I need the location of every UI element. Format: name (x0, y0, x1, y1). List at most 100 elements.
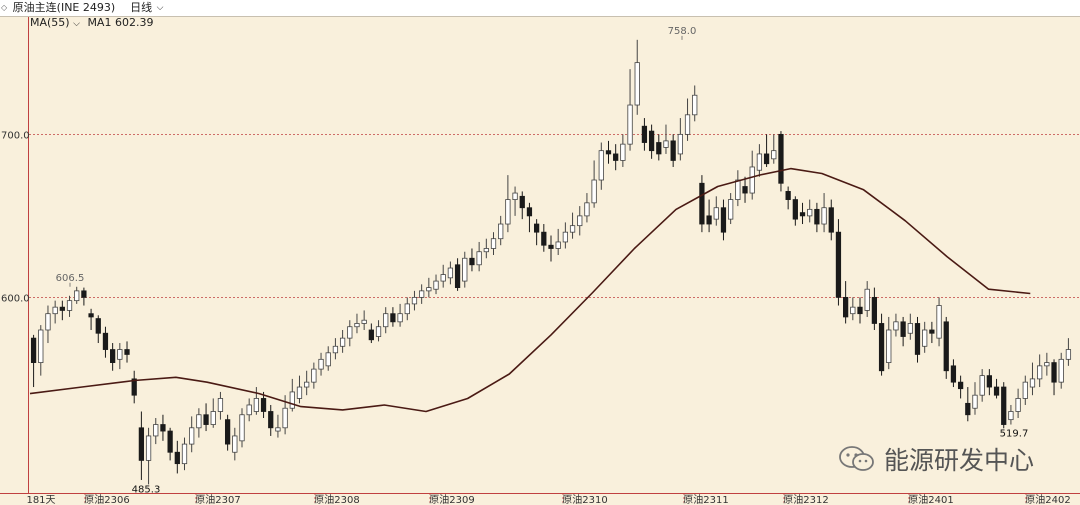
candle-body (613, 153, 619, 161)
candle-body (1044, 362, 1050, 367)
candle-body (864, 288, 870, 311)
candle-body (318, 358, 324, 370)
candle-body (807, 208, 813, 217)
period-label[interactable]: 日线 (130, 1, 153, 14)
candle-body (138, 427, 145, 461)
candle-body (361, 319, 367, 324)
x-tick-label: 原油2402 (1025, 493, 1070, 505)
watermark: 能源研发中心 (838, 444, 1035, 475)
candle-body (354, 323, 360, 328)
candle-body (871, 296, 878, 324)
candle-body (210, 411, 216, 425)
candle-body (850, 306, 856, 315)
candle-body (74, 290, 80, 302)
candle-body (663, 140, 669, 148)
candle-body (569, 225, 576, 233)
candle-body (972, 394, 978, 409)
candle-body (1037, 365, 1043, 380)
candle-body (950, 365, 957, 383)
y-tick-label: 600.0 (1, 293, 30, 304)
candle-body (943, 321, 949, 372)
chevron-down-icon[interactable]: ⌵ (156, 3, 164, 13)
candle-body (577, 215, 583, 227)
candle-body (965, 402, 971, 416)
annotation-label: 758.0 (668, 26, 697, 37)
candle-body (778, 133, 784, 184)
candle-body (311, 368, 317, 383)
candle-body (383, 313, 389, 328)
candle-body (196, 414, 202, 429)
x-tick-label: 原油2307 (195, 493, 240, 505)
candle-body (117, 349, 123, 360)
candle-body (993, 386, 1000, 396)
candle-body (684, 114, 691, 135)
x-tick-label: 原油2306 (84, 493, 129, 505)
candle-body (641, 125, 648, 143)
candle-body (555, 241, 561, 249)
candle-body (411, 296, 418, 305)
candle-body (670, 140, 676, 161)
candle-body (253, 398, 259, 412)
candle-body (304, 381, 310, 388)
candle-body (282, 407, 288, 429)
candle-body (627, 104, 633, 145)
candle-body (648, 130, 655, 152)
candle-body (1058, 358, 1064, 383)
candle-body (38, 329, 44, 363)
candle-body (843, 296, 849, 318)
candle-body (174, 451, 180, 465)
y-tick-label: 700.0 (1, 130, 30, 141)
candle-body (699, 182, 705, 225)
candle-body (45, 313, 51, 331)
candle-body (275, 427, 281, 432)
candle-body (706, 215, 712, 225)
chart-header: ◇ 原油主连(INE 2493) 日线 ⌵ (0, 0, 1080, 17)
candle-body (239, 414, 245, 442)
x-tick-label: 原油2311 (683, 493, 728, 505)
candle-body (246, 404, 252, 416)
watermark-text: 能源研发中心 (884, 446, 1035, 475)
candle-body (519, 195, 525, 209)
candle-body (260, 398, 267, 412)
symbol-dropdown-icon[interactable]: ◇ (1, 3, 8, 12)
candle-body (347, 326, 353, 339)
candle-body (462, 257, 468, 282)
candle-body (735, 179, 741, 200)
candle-body (30, 337, 37, 363)
candle-body (189, 427, 195, 445)
indicator-label[interactable]: MA(55) (30, 16, 70, 29)
x-tick-label: 原油2310 (562, 493, 607, 505)
candle-body (153, 424, 159, 437)
candle-body (1008, 411, 1014, 421)
candle-body (749, 166, 755, 194)
x-tick-label: 181天 (26, 495, 55, 505)
indicator-value: MA1 602.39 (87, 16, 154, 29)
candle-body (742, 186, 748, 194)
x-tick-label: 原油2401 (908, 493, 953, 505)
candle-body (584, 202, 590, 217)
candle-body (397, 313, 403, 323)
candle-body (440, 274, 446, 282)
candle-body (375, 326, 382, 337)
candle-body (66, 300, 73, 311)
candle-body (339, 337, 346, 347)
candle-body (454, 264, 461, 289)
symbol-label[interactable]: 原油主连(INE 2493) (12, 1, 116, 14)
candle-body (634, 62, 640, 106)
wechat-icon (838, 445, 878, 473)
candle-body (900, 321, 906, 337)
candle-body (821, 207, 827, 225)
candle-body (95, 318, 101, 334)
candle-body (217, 398, 224, 412)
candle-body (426, 287, 432, 292)
candle-body (404, 303, 410, 315)
candle-body (181, 443, 188, 465)
candle-body (167, 430, 173, 453)
candle-body (390, 313, 396, 323)
candle-body (469, 257, 475, 266)
chevron-down-icon[interactable]: ⌵ (73, 19, 80, 29)
candle-body (289, 391, 295, 409)
candle-body (814, 208, 820, 225)
candle-body (59, 306, 65, 311)
